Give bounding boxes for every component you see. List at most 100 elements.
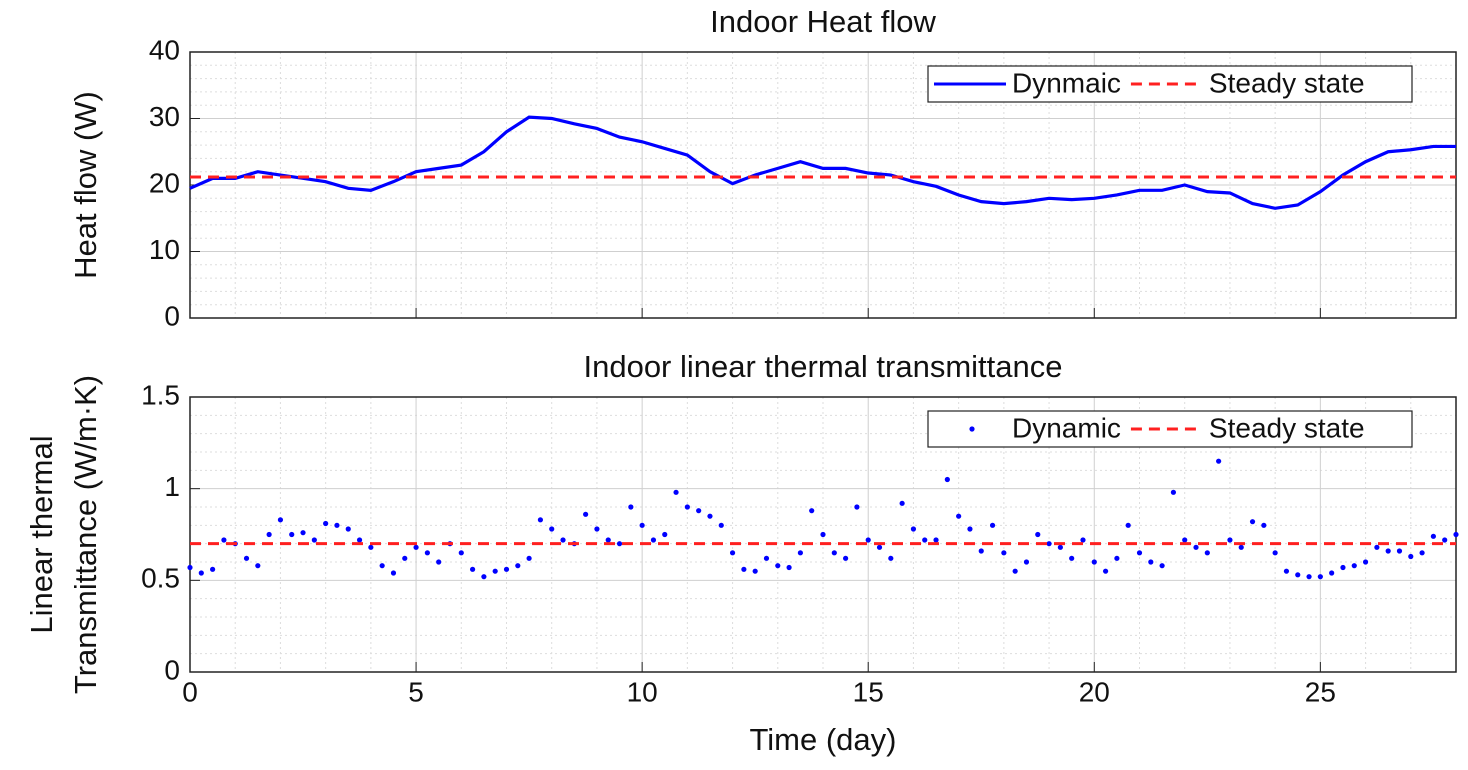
data-point [458, 550, 464, 556]
data-point [345, 526, 351, 532]
x-axis-label: Time (day) [750, 722, 897, 757]
data-point [876, 544, 883, 550]
data-point [1442, 537, 1448, 543]
y-tick-label: 0.5 [141, 563, 180, 594]
legend-label: Steady state [1209, 412, 1365, 443]
data-point [549, 526, 555, 532]
data-point [1261, 522, 1267, 528]
data-point [1023, 559, 1030, 565]
data-point [469, 566, 476, 572]
data-point [797, 550, 803, 556]
data-point [187, 564, 193, 571]
data-point [956, 513, 962, 519]
data-point [390, 570, 397, 576]
data-point [210, 566, 216, 572]
data-point [1295, 572, 1301, 578]
data-point [1091, 559, 1097, 565]
y-tick-label: 0 [164, 300, 180, 331]
data-point [526, 555, 532, 561]
x-tick-label: 5 [408, 676, 424, 707]
data-point [221, 537, 227, 543]
data-point [198, 570, 204, 576]
chart-title: Indoor linear thermal transmittance [583, 349, 1062, 384]
chart-title: Indoor Heat flow [710, 4, 936, 39]
data-point [650, 537, 657, 543]
data-point [775, 563, 781, 569]
x-tick-label: 15 [853, 676, 884, 707]
data-point [503, 566, 510, 572]
data-point [1329, 570, 1335, 576]
data-point [1227, 537, 1233, 543]
data-line [189, 115, 1456, 210]
data-point [277, 517, 284, 523]
data-point [356, 537, 363, 543]
data-point [605, 537, 611, 543]
data-point [323, 520, 329, 527]
data-point [1012, 568, 1018, 574]
data-point [402, 555, 408, 561]
data-point [910, 526, 917, 532]
data-point [1385, 548, 1391, 554]
y-tick-label: 10 [149, 234, 180, 265]
data-point [786, 564, 792, 571]
data-point [515, 563, 521, 569]
data-point [255, 563, 261, 569]
data-point [944, 476, 950, 483]
data-point [865, 537, 871, 543]
data-point [696, 508, 702, 514]
data-point [1272, 550, 1278, 556]
data-point [729, 550, 736, 556]
data-point [537, 517, 544, 523]
x-tick-label: 10 [627, 676, 658, 707]
legend-label: Steady state [1209, 67, 1365, 98]
data-point [662, 531, 668, 538]
data-point [1125, 522, 1131, 528]
x-tick-label: 20 [1079, 676, 1110, 707]
data-point [741, 566, 747, 572]
data-point [243, 555, 250, 561]
data-point [1317, 574, 1323, 580]
data-point [1453, 531, 1459, 538]
data-point [854, 504, 860, 510]
y-tick-label: 0 [164, 654, 180, 685]
data-point [1136, 550, 1143, 556]
data-point [933, 537, 939, 543]
data-point [967, 526, 973, 532]
data-point [978, 548, 984, 554]
data-point [763, 555, 770, 561]
data-point [1283, 568, 1290, 574]
data-point [1193, 544, 1199, 550]
data-point [616, 541, 623, 547]
data-point [684, 504, 690, 510]
data-point [560, 537, 566, 543]
data-point [1001, 550, 1007, 556]
data-point [492, 568, 498, 574]
y-tick-label: 30 [149, 101, 180, 132]
data-point [1114, 555, 1120, 561]
data-point [1182, 537, 1188, 543]
data-point [413, 544, 419, 550]
data-point [1430, 533, 1436, 539]
data-point [1102, 568, 1109, 574]
data-point [628, 504, 634, 510]
data-point [583, 511, 589, 517]
data-point [436, 559, 442, 565]
data-point [1080, 537, 1086, 543]
data-point [1396, 548, 1403, 554]
data-point [1408, 553, 1414, 560]
data-point [922, 537, 928, 543]
data-point [843, 555, 849, 561]
data-point [1069, 555, 1075, 561]
data-point [1351, 563, 1357, 569]
y-tick-label: 1 [164, 471, 180, 502]
legend-label: Dynamic [1012, 412, 1121, 443]
data-point [424, 550, 430, 556]
data-point [1046, 541, 1052, 547]
data-point [1057, 544, 1063, 550]
data-point [888, 555, 894, 561]
data-point [831, 550, 837, 556]
data-point [1419, 550, 1425, 556]
y-axis-label: Linear thermal [24, 435, 59, 633]
data-point [481, 574, 487, 580]
